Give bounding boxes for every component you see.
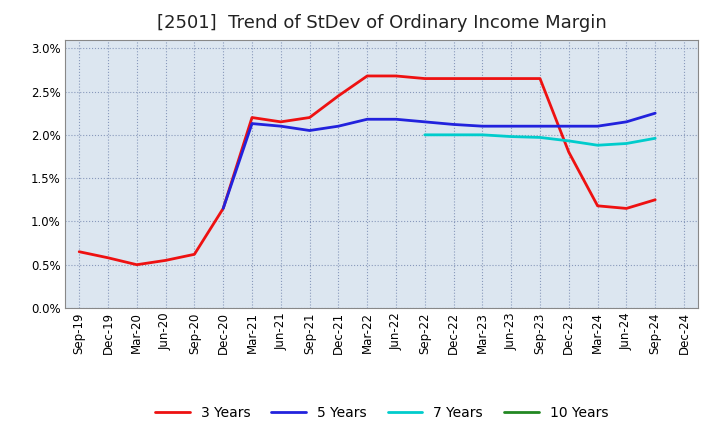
5 Years	[478, 124, 487, 129]
7 Years	[622, 141, 631, 146]
Line: 7 Years: 7 Years	[425, 135, 655, 145]
Legend: 3 Years, 5 Years, 7 Years, 10 Years: 3 Years, 5 Years, 7 Years, 10 Years	[150, 401, 613, 426]
3 Years	[420, 76, 429, 81]
3 Years	[564, 150, 573, 155]
3 Years	[132, 262, 141, 268]
5 Years	[392, 117, 400, 122]
Line: 5 Years: 5 Years	[223, 113, 655, 209]
7 Years	[564, 138, 573, 143]
3 Years	[219, 206, 228, 211]
7 Years	[420, 132, 429, 137]
3 Years	[507, 76, 516, 81]
5 Years	[622, 119, 631, 125]
3 Years	[449, 76, 458, 81]
5 Years	[248, 121, 256, 126]
5 Years	[334, 124, 343, 129]
5 Years	[219, 206, 228, 211]
3 Years	[622, 206, 631, 211]
7 Years	[478, 132, 487, 137]
3 Years	[104, 255, 112, 260]
5 Years	[420, 119, 429, 125]
3 Years	[161, 258, 170, 263]
5 Years	[536, 124, 544, 129]
7 Years	[593, 143, 602, 148]
5 Years	[507, 124, 516, 129]
5 Years	[449, 122, 458, 127]
7 Years	[536, 135, 544, 140]
5 Years	[593, 124, 602, 129]
Line: 3 Years: 3 Years	[79, 76, 655, 265]
3 Years	[276, 119, 285, 125]
3 Years	[651, 197, 660, 202]
3 Years	[305, 115, 314, 120]
5 Years	[651, 110, 660, 116]
3 Years	[334, 93, 343, 99]
3 Years	[593, 203, 602, 209]
3 Years	[248, 115, 256, 120]
3 Years	[190, 252, 199, 257]
3 Years	[75, 249, 84, 254]
7 Years	[449, 132, 458, 137]
5 Years	[363, 117, 372, 122]
7 Years	[651, 136, 660, 141]
3 Years	[478, 76, 487, 81]
3 Years	[363, 73, 372, 79]
5 Years	[564, 124, 573, 129]
3 Years	[392, 73, 400, 79]
5 Years	[276, 124, 285, 129]
3 Years	[536, 76, 544, 81]
5 Years	[305, 128, 314, 133]
7 Years	[507, 134, 516, 139]
Title: [2501]  Trend of StDev of Ordinary Income Margin: [2501] Trend of StDev of Ordinary Income…	[157, 15, 606, 33]
